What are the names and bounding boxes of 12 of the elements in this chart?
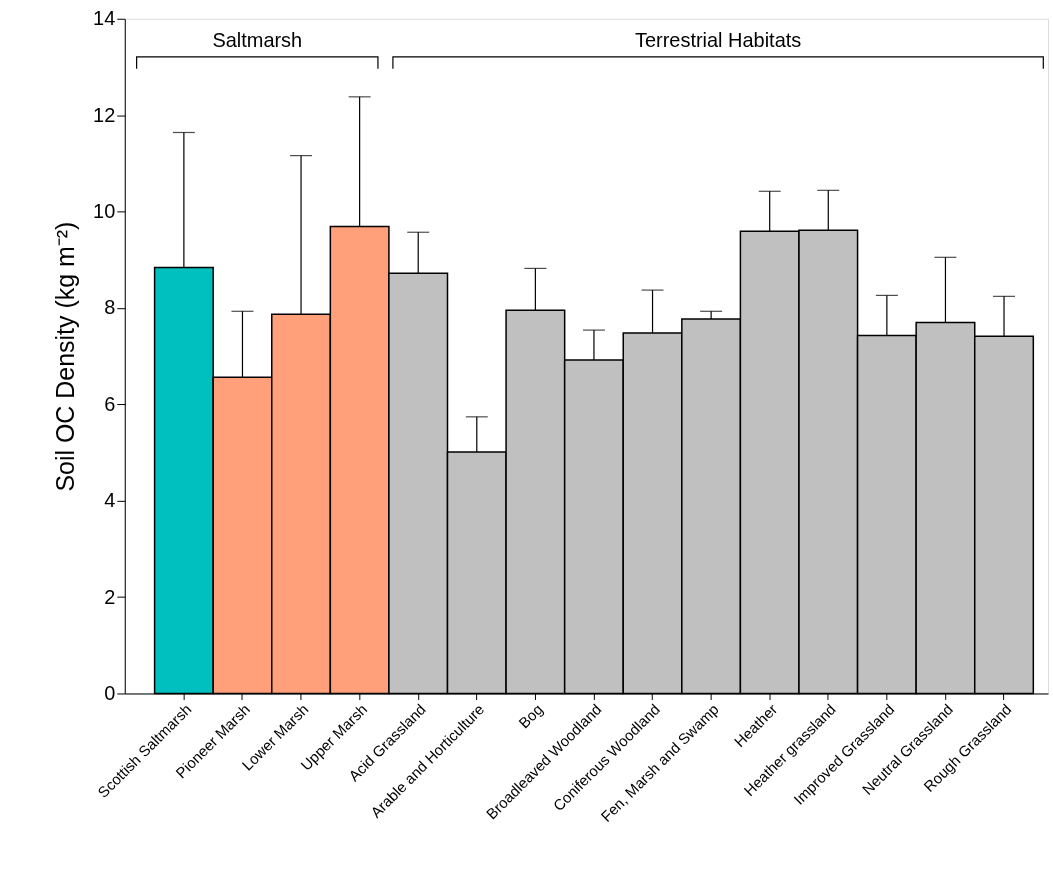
y-tick-label: 12 [93, 103, 116, 126]
y-tick-label: 0 [104, 681, 116, 704]
y-tick-label: 10 [93, 200, 116, 223]
y-tick-label: 6 [104, 392, 116, 415]
x-tick-label: Bog [515, 700, 546, 732]
y-axis-title: Soil OC Density (kg m⁻²) [51, 221, 80, 492]
y-tick-label: 14 [93, 7, 116, 30]
annotation: Terrestrial Habitats [634, 29, 802, 52]
annotation: Saltmarsh [212, 29, 303, 52]
y-tick-label: 8 [104, 296, 116, 319]
y-tick-label: 4 [104, 489, 116, 512]
y-tick-label: 2 [104, 585, 116, 608]
